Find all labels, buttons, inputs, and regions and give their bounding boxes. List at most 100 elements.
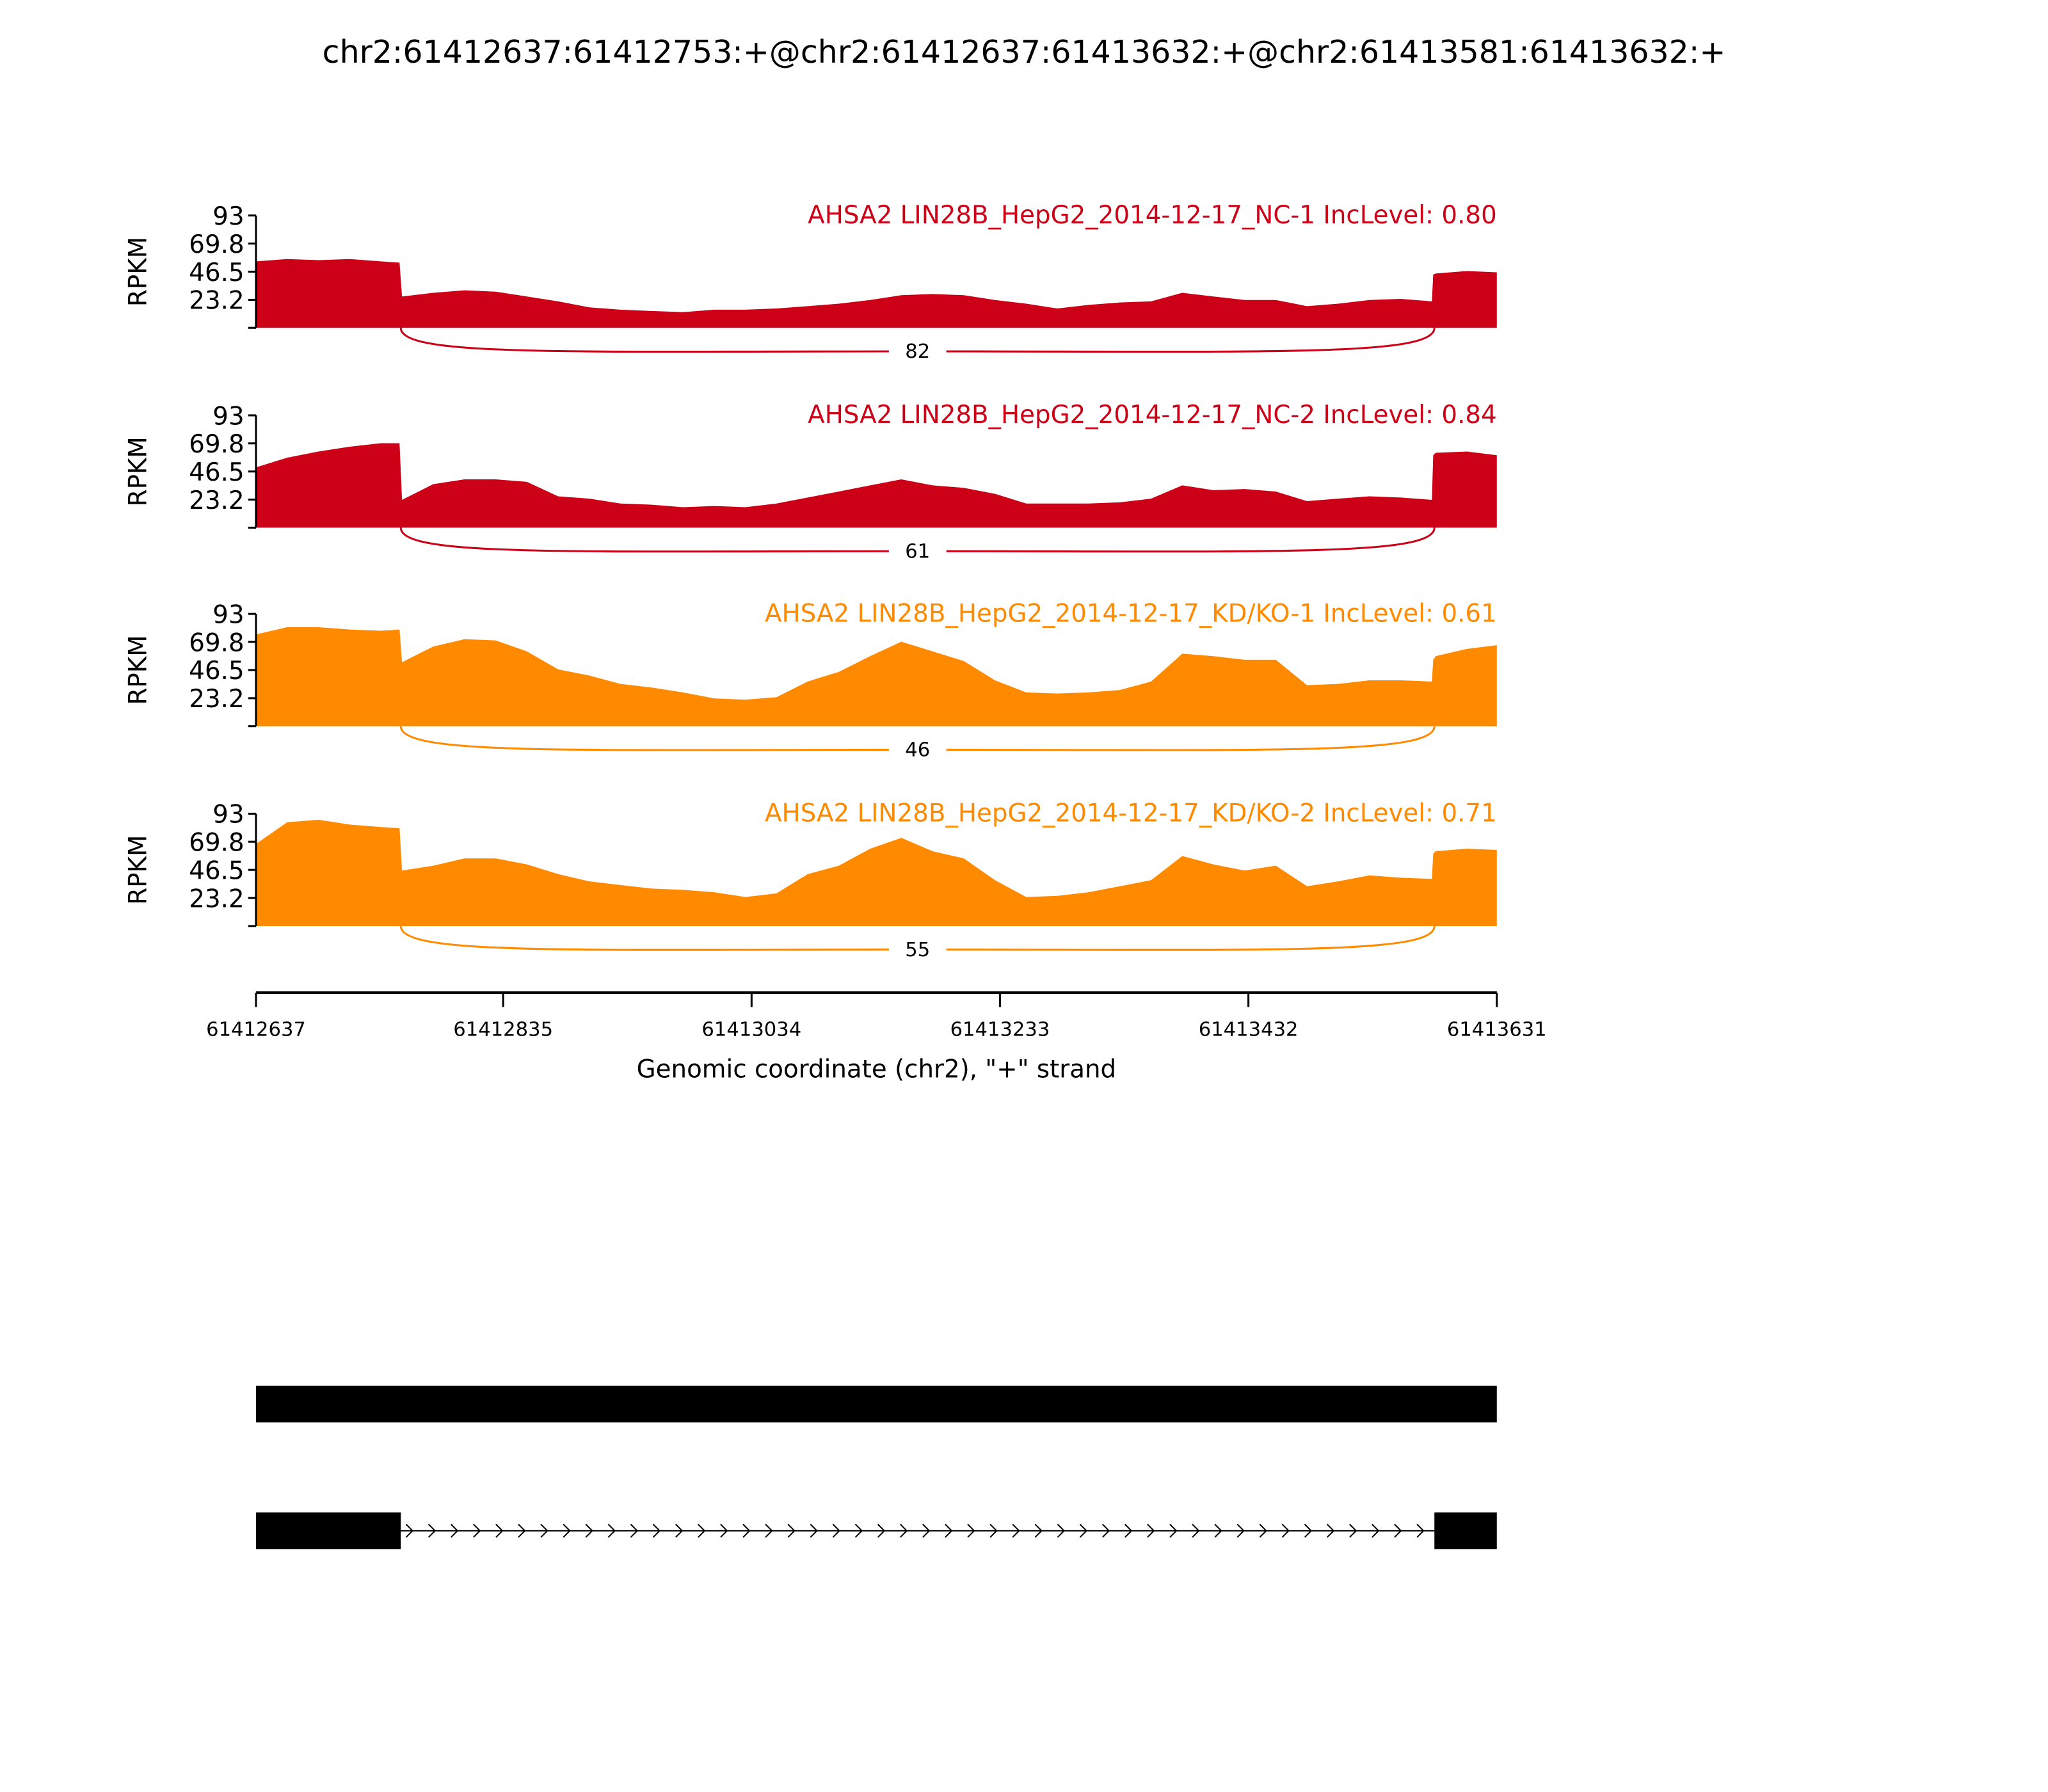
strand-arrow-icon (989, 1523, 998, 1538)
gene-model-2 (256, 1512, 1497, 1549)
strand-arrow-icon (652, 1523, 661, 1538)
strand-arrow-icon (967, 1523, 975, 1538)
y-axis-label: RPKM (124, 436, 153, 506)
junction-label-box (888, 938, 947, 962)
strand-arrow-icon (945, 1523, 953, 1538)
y-axis-label: RPKM (124, 835, 153, 905)
x-axis-label: Genomic coordinate (chr2), "+" strand (637, 1055, 1117, 1084)
strand-arrow-icon (450, 1523, 459, 1538)
strand-arrow-icon (473, 1523, 481, 1538)
strand-arrow-icon (877, 1523, 886, 1538)
junction-label-box (888, 539, 947, 563)
strand-arrow-icon (1079, 1523, 1088, 1538)
strand-arrow-icon (1169, 1523, 1178, 1538)
strand-arrow-icon (899, 1523, 908, 1538)
strand-arrow-icon (854, 1523, 863, 1538)
x-tick-label: 61413631 (1447, 1018, 1547, 1041)
strand-arrow-icon (1124, 1523, 1133, 1538)
junction-count: 82 (905, 340, 930, 363)
coverage-area (256, 819, 1497, 926)
x-tick-label: 61412637 (206, 1018, 306, 1041)
strand-arrow-icon (1348, 1523, 1357, 1538)
y-axis-label: RPKM (124, 635, 153, 705)
strand-arrow-icon (698, 1523, 706, 1538)
exon (256, 1512, 401, 1549)
strand-arrow-icon (518, 1523, 526, 1538)
strand-arrow-icon (405, 1523, 414, 1538)
strand-arrow-icon (607, 1523, 616, 1538)
y-tick-label: 69.8 (189, 828, 244, 857)
x-tick-label: 61412835 (453, 1018, 553, 1041)
strand-arrow-icon (1012, 1523, 1020, 1538)
junction-count: 55 (905, 939, 930, 961)
track-title: AHSA2 LIN28B_HepG2_2014-12-17_KD/KO-2 In… (765, 799, 1497, 828)
strand-arrow-icon (1057, 1523, 1066, 1538)
strand-arrow-icon (428, 1523, 436, 1538)
track-title: AHSA2 LIN28B_HepG2_2014-12-17_KD/KO-1 In… (765, 599, 1497, 628)
strand-arrow-icon (742, 1523, 751, 1538)
strand-arrow-icon (1326, 1523, 1335, 1538)
y-tick-label: 69.8 (189, 230, 244, 259)
strand-arrow-icon (1304, 1523, 1313, 1538)
exon (1434, 1512, 1497, 1549)
gene-model-1 (256, 1386, 1497, 1423)
y-tick-label: 93 (212, 402, 244, 431)
x-tick-label: 61413432 (1199, 1018, 1299, 1041)
y-tick-label: 93 (212, 801, 244, 829)
junction-count: 61 (905, 540, 930, 563)
strand-arrow-icon (1147, 1523, 1155, 1538)
strand-arrow-icon (1281, 1523, 1290, 1538)
strand-arrow-icon (1416, 1523, 1425, 1538)
junction-label-box (888, 738, 947, 762)
y-tick-label: 69.8 (189, 628, 244, 657)
chart-title: chr2:61412637:61412753:+@chr2:61412637:6… (323, 34, 1726, 70)
strand-arrow-icon (1236, 1523, 1245, 1538)
strand-arrow-icon (765, 1523, 773, 1538)
strand-arrow-icon (832, 1523, 841, 1538)
x-tick-label: 61413034 (701, 1018, 801, 1041)
y-tick-label: 23.2 (189, 287, 244, 316)
y-tick-label: 46.5 (189, 458, 244, 487)
strand-arrow-icon (675, 1523, 684, 1538)
strand-arrow-icon (1034, 1523, 1043, 1538)
y-tick-label: 46.5 (189, 856, 244, 885)
y-tick-label: 23.2 (189, 884, 244, 913)
x-tick-label: 61413233 (950, 1018, 1050, 1041)
exon (256, 1386, 1497, 1423)
strand-arrow-icon (1372, 1523, 1380, 1538)
x-axis: 61412637 61412835 61413034 61413233 61413432… (206, 991, 1547, 1041)
strand-arrow-icon (1101, 1523, 1110, 1538)
strand-arrow-icon (787, 1523, 796, 1538)
strand-arrow-icon (540, 1523, 548, 1538)
gene-models (256, 1386, 1497, 1549)
track-title: AHSA2 LIN28B_HepG2_2014-12-17_NC-1 IncLe… (808, 201, 1497, 230)
coverage-area (256, 259, 1497, 328)
y-tick-label: 46.5 (189, 259, 244, 287)
strand-arrow-icon (630, 1523, 639, 1538)
strand-arrow-icon (585, 1523, 593, 1538)
strand-arrow-icon (922, 1523, 931, 1538)
strand-arrow-icon (563, 1523, 571, 1538)
y-axis-label: RPKM (124, 237, 153, 307)
strand-arrow-icon (1192, 1523, 1200, 1538)
track-title: AHSA2 LIN28B_HepG2_2014-12-17_NC-2 IncLe… (808, 401, 1497, 429)
strand-arrow-icon (1394, 1523, 1402, 1538)
coverage-area (256, 443, 1497, 528)
strand-arrow-icon (1259, 1523, 1267, 1538)
y-tick-label: 23.2 (189, 486, 244, 515)
coverage-area (256, 627, 1497, 726)
y-tick-label: 46.5 (189, 657, 244, 685)
strand-arrow-icon (1214, 1523, 1222, 1538)
y-tick-label: 93 (212, 202, 244, 231)
y-tick-label: 93 (212, 600, 244, 629)
strand-arrow-icon (720, 1523, 728, 1538)
strand-arrow-icon (810, 1523, 818, 1538)
junction-count: 46 (905, 739, 930, 762)
y-tick-label: 69.8 (189, 430, 244, 459)
